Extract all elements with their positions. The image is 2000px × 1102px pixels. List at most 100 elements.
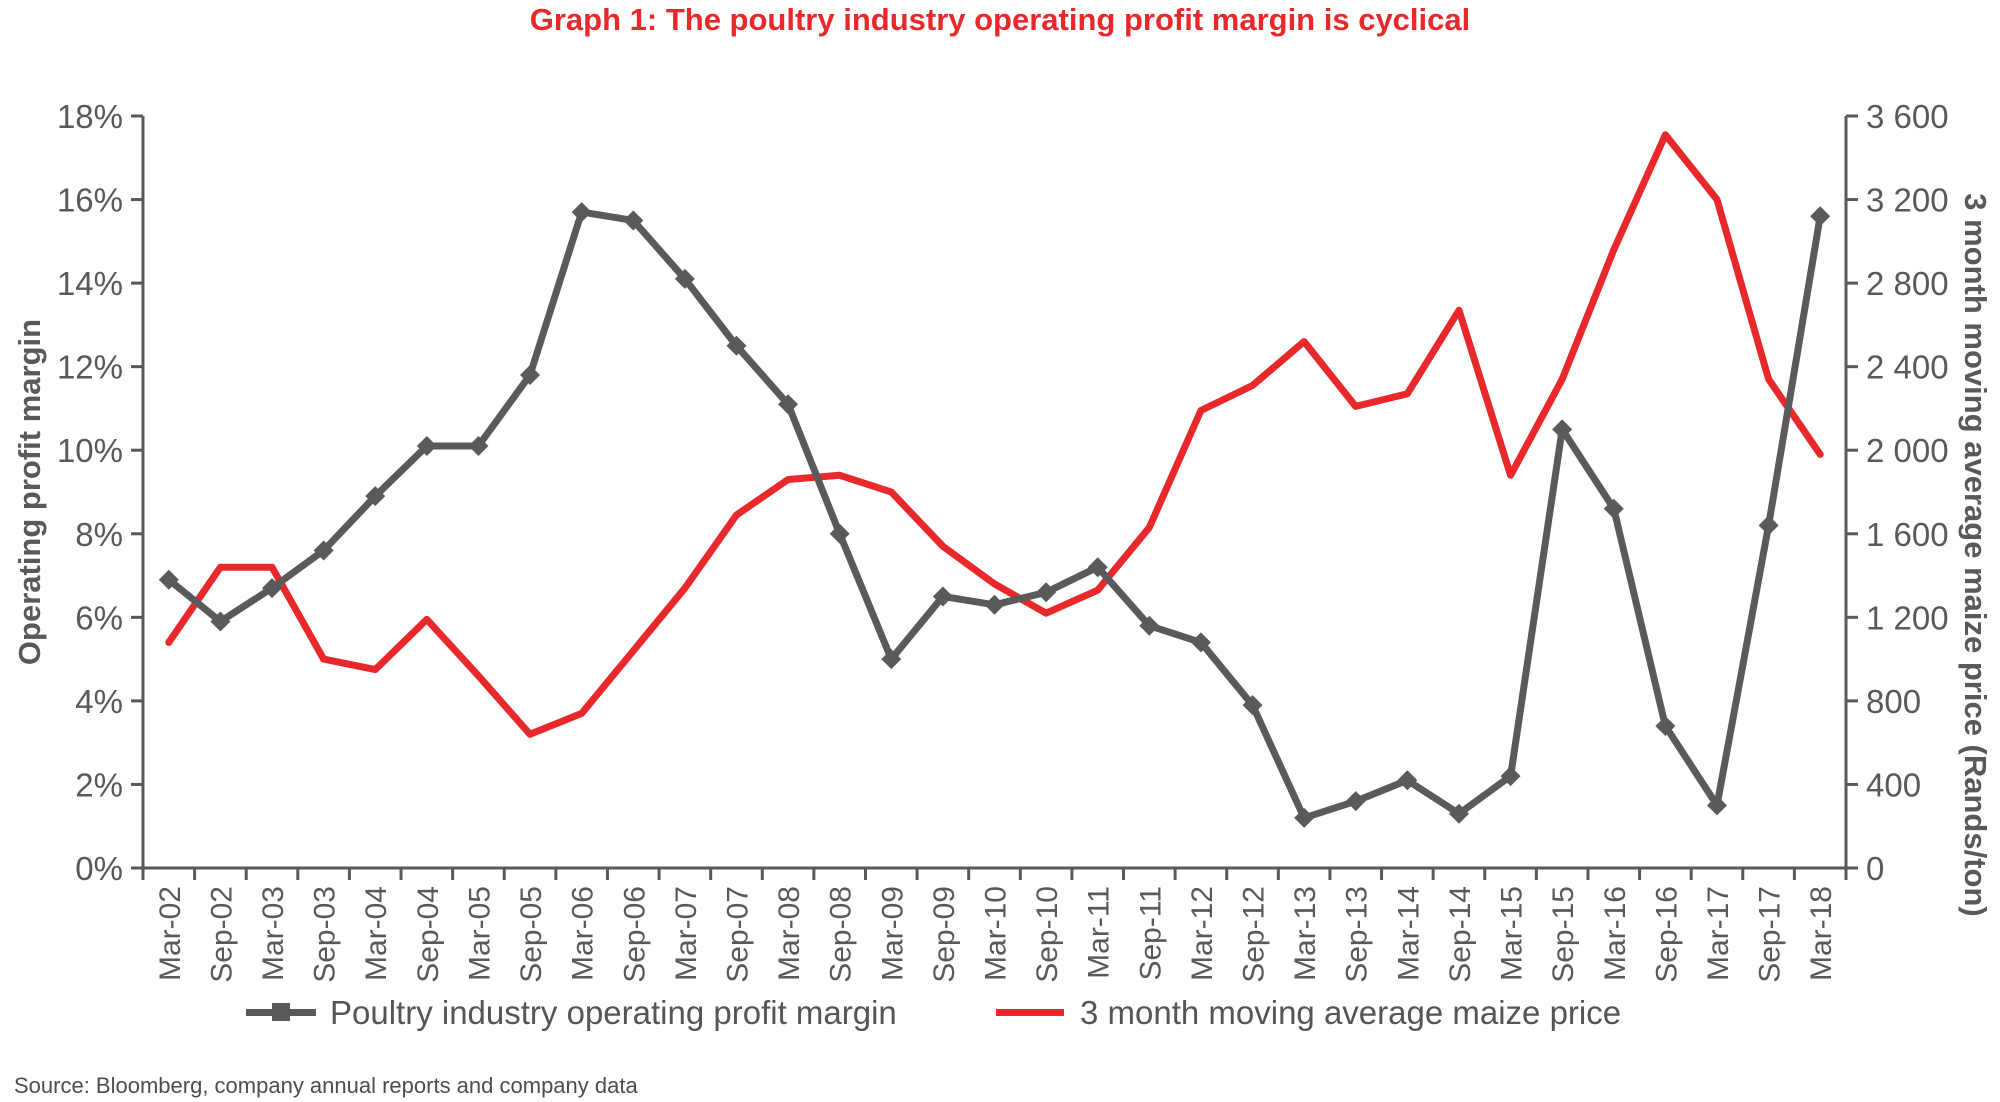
y-left-tick-label: 18% <box>57 98 123 135</box>
x-tick-label: Sep-05 <box>515 886 548 983</box>
data-point-operating-margin <box>210 611 231 632</box>
y-left-tick-label: 16% <box>57 182 123 219</box>
data-point-operating-margin <box>1139 615 1160 636</box>
series-line-operating-margin <box>165 208 1824 822</box>
y-left-tick-label: 2% <box>75 766 123 803</box>
x-tick-label: Sep-13 <box>1341 886 1374 983</box>
y-left-tick-label: 8% <box>75 516 123 553</box>
x-tick-label: Sep-02 <box>205 886 238 983</box>
y-right-tick-label: 2 000 <box>1866 432 1949 469</box>
data-point-operating-margin <box>726 335 747 356</box>
legend-label-maize: 3 month moving average maize price <box>1080 994 1622 1031</box>
x-tick-label: Mar-11 <box>1083 886 1116 979</box>
data-point-operating-margin <box>829 523 850 544</box>
x-tick-label: Mar-04 <box>360 886 393 981</box>
x-tick-label: Sep-11 <box>1134 886 1167 981</box>
x-tick-label: Mar-10 <box>980 886 1013 981</box>
x-tick-label: Mar-03 <box>257 886 290 981</box>
y-left-axis-label: Operating profit margin <box>12 319 47 665</box>
x-tick-label: Mar-08 <box>773 886 806 981</box>
y-left-tick-label: 4% <box>75 683 123 720</box>
legend-marker-margin <box>272 1003 290 1021</box>
data-point-operating-margin <box>520 365 541 386</box>
x-tick-label: Mar-17 <box>1702 886 1735 981</box>
series-line-maize-price <box>165 131 1824 738</box>
x-tick-label: Mar-14 <box>1392 886 1425 981</box>
data-point-operating-margin <box>1397 770 1418 791</box>
x-tick-label: Mar-02 <box>154 886 187 981</box>
x-tick-label: Mar-06 <box>567 886 600 981</box>
x-tick-label: Sep-16 <box>1650 886 1683 983</box>
data-point-operating-margin <box>1655 715 1676 736</box>
data-point-operating-margin <box>984 594 1005 615</box>
y-left-tick-label: 10% <box>57 432 123 469</box>
x-tick-label: Sep-17 <box>1754 886 1787 983</box>
data-point-operating-margin <box>1345 791 1366 812</box>
data-point-operating-margin <box>416 436 437 457</box>
x-tick-label: Sep-06 <box>618 886 651 983</box>
data-point-operating-margin <box>778 394 799 415</box>
data-point-operating-margin <box>1242 695 1263 716</box>
tick-labels: 0% 2% 4% 6% 8% 10% 12% 14% 16% 18% 0 400 800 1 200 1 6… <box>57 98 1949 983</box>
y-right-tick-label: 0 <box>1866 850 1884 887</box>
x-tick-label: Mar-13 <box>1289 886 1322 981</box>
y-right-axis-label: 3 month moving average maize price (Rand… <box>1958 193 1993 917</box>
source-note: Source: Bloomberg, company annual report… <box>14 1073 638 1098</box>
x-tick-label: Sep-09 <box>928 886 961 983</box>
y-left-tick-label: 6% <box>75 599 123 636</box>
y-right-tick-label: 3 600 <box>1866 98 1949 135</box>
data-point-operating-margin <box>623 210 644 231</box>
data-point-operating-margin <box>674 268 695 289</box>
data-point-operating-margin <box>468 436 489 457</box>
y-right-tick-label: 800 <box>1866 683 1921 720</box>
x-tick-label: Sep-07 <box>721 886 754 983</box>
y-right-tick-label: 2 800 <box>1866 265 1949 302</box>
data-point-operating-margin <box>881 649 902 670</box>
x-tick-label: Sep-03 <box>309 886 342 983</box>
data-point-operating-margin <box>1500 766 1521 787</box>
data-point-operating-margin <box>1294 807 1315 828</box>
x-tick-label: Mar-15 <box>1496 886 1529 981</box>
x-tick-label: Mar-12 <box>1186 886 1219 981</box>
series <box>158 131 1831 828</box>
y-right-tick-label: 400 <box>1866 766 1921 803</box>
data-point-operating-margin <box>1087 557 1108 578</box>
y-left-tick-label: 14% <box>57 265 123 302</box>
data-point-operating-margin <box>1448 803 1469 824</box>
x-tick-label: Sep-04 <box>412 886 445 983</box>
y-left-tick-label: 0% <box>75 850 123 887</box>
y-right-tick-label: 3 200 <box>1866 182 1949 219</box>
data-point-operating-margin <box>158 569 179 590</box>
data-point-operating-margin <box>1190 632 1211 653</box>
x-tick-label: Sep-14 <box>1444 886 1477 983</box>
data-point-operating-margin <box>1810 206 1831 227</box>
y-right-tick-label: 1 200 <box>1866 599 1949 636</box>
data-point-operating-margin <box>932 586 953 607</box>
y-left-tick-label: 12% <box>57 349 123 386</box>
legend-label-margin: Poultry industry operating profit margin <box>330 994 897 1031</box>
x-tick-label: Sep-10 <box>1031 886 1064 983</box>
y-right-tick-label: 2 400 <box>1866 349 1949 386</box>
x-tick-label: Mar-07 <box>670 886 703 981</box>
data-point-operating-margin <box>1036 582 1057 603</box>
axes <box>131 114 1858 880</box>
x-tick-label: Mar-09 <box>876 886 909 981</box>
x-tick-label: Mar-05 <box>463 886 496 981</box>
chart-title: Graph 1: The poultry industry operating … <box>529 2 1471 37</box>
x-tick-label: Sep-15 <box>1547 886 1580 983</box>
x-tick-label: Sep-08 <box>825 886 858 983</box>
data-point-operating-margin <box>1552 419 1573 440</box>
data-point-operating-margin <box>571 202 592 223</box>
x-tick-label: Mar-18 <box>1805 886 1838 981</box>
legend-swatch-maize <box>996 1009 1064 1016</box>
data-point-operating-margin <box>1706 795 1727 816</box>
data-point-operating-margin <box>262 578 283 599</box>
data-point-operating-margin <box>1758 515 1779 536</box>
x-tick-label: Mar-16 <box>1599 886 1632 981</box>
data-point-operating-margin <box>313 540 334 561</box>
data-point-operating-margin <box>365 486 386 507</box>
x-tick-label: Sep-12 <box>1238 886 1271 983</box>
y-right-tick-label: 1 600 <box>1866 516 1949 553</box>
data-point-operating-margin <box>1603 498 1624 519</box>
